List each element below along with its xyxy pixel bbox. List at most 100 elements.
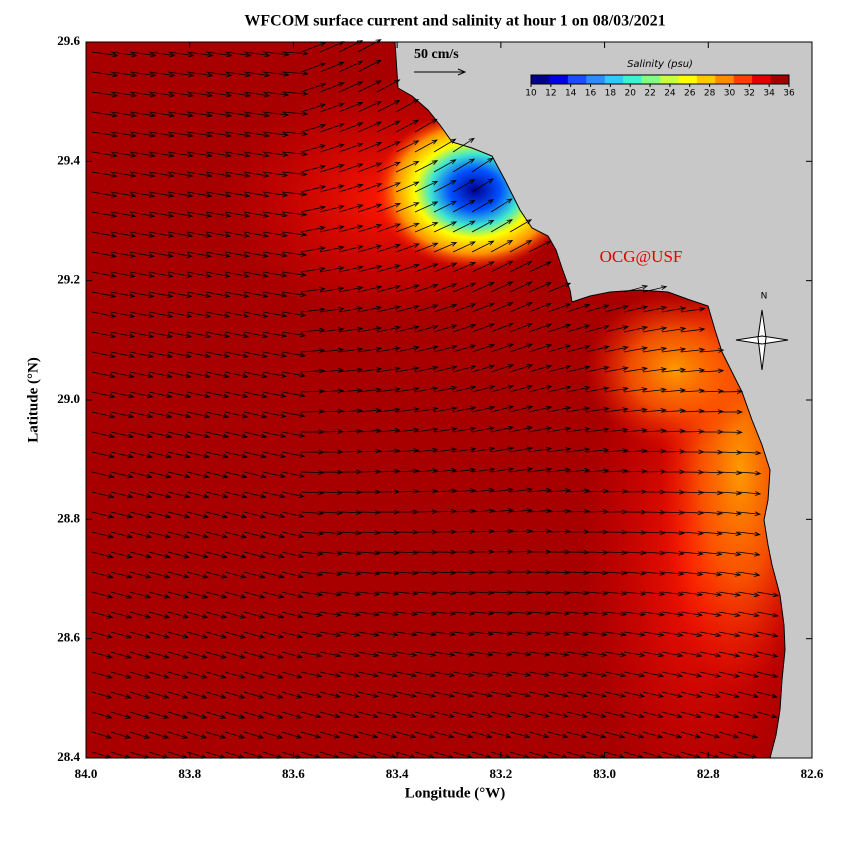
current-arrow [471, 405, 496, 413]
current-arrow [395, 366, 420, 373]
current-arrow [737, 491, 762, 496]
current-arrow [319, 164, 345, 173]
current-arrow [129, 551, 153, 559]
current-arrow [205, 391, 230, 399]
current-arrow [129, 471, 153, 479]
current-arrow [395, 651, 418, 657]
current-arrow [300, 164, 327, 173]
current-arrow [205, 551, 229, 559]
current-arrow [490, 549, 514, 554]
current-arrow [357, 671, 380, 678]
current-arrow [433, 631, 456, 637]
current-arrow [186, 591, 209, 599]
current-arrow [642, 530, 666, 536]
current-arrow [110, 611, 133, 619]
current-arrow [433, 508, 458, 514]
current-arrow [604, 691, 627, 698]
current-arrow [585, 731, 607, 739]
current-arrow [376, 691, 399, 698]
current-arrow [357, 550, 381, 556]
current-arrow [376, 731, 398, 739]
current-arrow [528, 528, 552, 534]
current-arrow [129, 151, 156, 158]
current-arrow [262, 471, 286, 479]
current-arrow [243, 431, 268, 439]
current-arrow [433, 365, 458, 373]
current-arrow [490, 610, 514, 616]
current-arrow [718, 611, 741, 618]
current-arrow [300, 470, 325, 475]
colorbar-tick-label: 16 [585, 89, 597, 99]
current-arrow [566, 303, 591, 313]
current-arrow [186, 431, 211, 439]
current-arrow [186, 711, 208, 719]
current-arrow [148, 691, 170, 699]
current-arrow [281, 571, 305, 579]
colorbar-tick-label: 30 [724, 89, 736, 99]
current-arrow [623, 611, 647, 617]
current-arrow [528, 671, 551, 678]
current-arrow [509, 343, 534, 353]
current-arrow [148, 511, 172, 519]
current-arrow [566, 508, 591, 514]
current-arrow [452, 590, 476, 596]
scale-label: 50 cm/s [414, 47, 459, 62]
current-arrow [319, 225, 345, 233]
current-arrow [319, 204, 345, 213]
current-arrow [395, 550, 419, 556]
current-arrow [452, 262, 477, 273]
current-arrow [509, 364, 534, 373]
current-arrow [395, 119, 420, 133]
current-arrow [661, 367, 687, 373]
current-arrow [91, 191, 118, 198]
current-arrow [528, 651, 551, 657]
current-arrow [376, 161, 401, 173]
current-arrow [357, 571, 381, 576]
current-arrow [547, 282, 572, 293]
current-arrow [452, 570, 476, 575]
current-arrow [148, 431, 173, 439]
current-arrow [376, 407, 401, 413]
current-arrow [718, 671, 741, 678]
current-arrow [167, 271, 193, 278]
current-arrow [110, 271, 136, 278]
current-arrow [110, 51, 138, 58]
current-arrow [224, 231, 251, 238]
current-arrow [661, 510, 686, 516]
current-arrow [205, 71, 233, 78]
current-arrow [262, 171, 289, 178]
y-tick-label: 28.4 [57, 749, 80, 764]
current-arrow [338, 530, 362, 536]
current-arrow [110, 211, 137, 218]
current-arrow [91, 631, 114, 639]
current-arrow [110, 711, 132, 719]
current-arrow [129, 251, 155, 258]
current-arrow [91, 331, 117, 339]
current-arrow [452, 691, 475, 698]
current-arrow [129, 171, 156, 178]
current-arrow [186, 71, 214, 78]
current-arrow [756, 711, 778, 719]
current-arrow [262, 251, 288, 258]
current-arrow [338, 183, 364, 193]
current-arrow [699, 571, 723, 577]
current-arrow [300, 144, 327, 153]
current-arrow [300, 307, 326, 313]
current-arrow [452, 303, 477, 313]
current-arrow [224, 111, 252, 118]
current-arrow [243, 571, 266, 579]
current-arrow [281, 671, 304, 679]
current-arrow [490, 425, 515, 433]
current-arrow [91, 291, 117, 298]
current-arrow [433, 570, 457, 576]
current-arrow [395, 570, 419, 576]
current-arrow [357, 285, 383, 293]
current-arrow [300, 591, 324, 597]
current-arrow [357, 244, 383, 253]
current-arrow [186, 271, 212, 278]
current-arrow [186, 511, 210, 519]
current-arrow [224, 551, 248, 559]
current-arrow [91, 411, 116, 419]
current-arrow [509, 671, 532, 677]
current-arrow [148, 211, 175, 218]
